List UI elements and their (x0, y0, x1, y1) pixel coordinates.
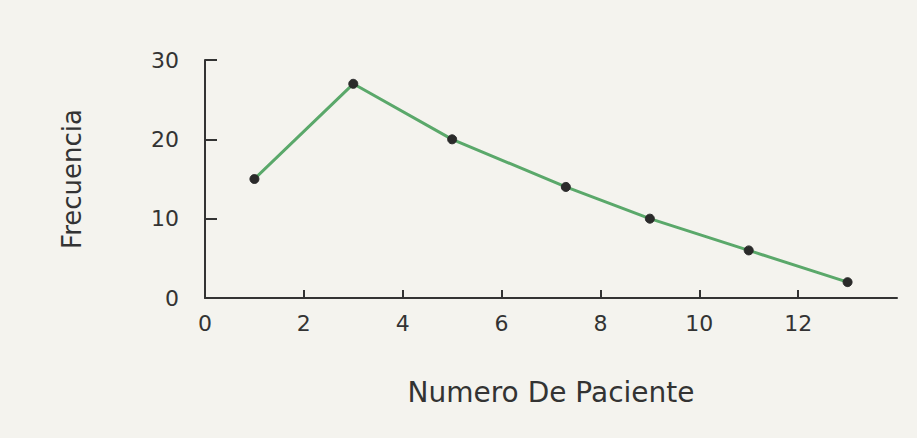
svg-text:2: 2 (297, 311, 311, 336)
svg-text:10: 10 (151, 206, 179, 231)
svg-text:Numero De Paciente: Numero De Paciente (408, 376, 695, 409)
svg-text:4: 4 (396, 311, 410, 336)
svg-text:20: 20 (151, 127, 179, 152)
svg-text:12: 12 (784, 311, 812, 336)
svg-text:6: 6 (495, 311, 509, 336)
svg-text:10: 10 (685, 311, 713, 336)
svg-text:Frecuencia: Frecuencia (57, 109, 87, 249)
svg-text:30: 30 (151, 48, 179, 73)
svg-text:8: 8 (593, 311, 607, 336)
svg-text:0: 0 (165, 286, 179, 311)
svg-text:0: 0 (198, 311, 212, 336)
